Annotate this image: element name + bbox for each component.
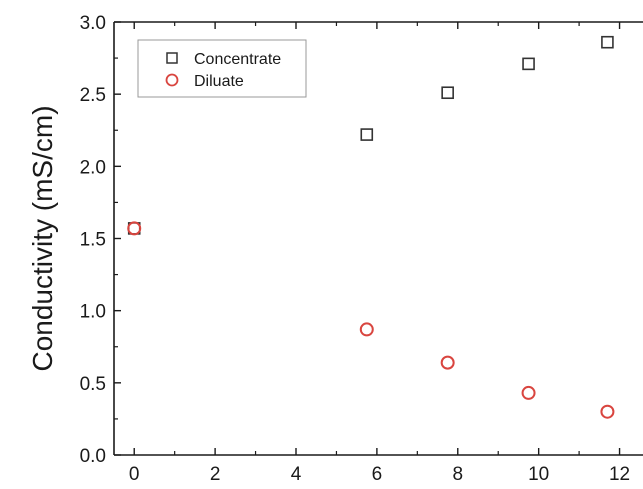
y-tick-label: 1.5 (80, 230, 106, 251)
y-tick-label: 2.5 (80, 85, 106, 106)
x-tick-label: 10 (528, 464, 549, 485)
legend-label: Concentrate (194, 51, 281, 68)
x-tick-label: 0 (129, 464, 140, 485)
legend: Concentrate Diluate (137, 39, 307, 98)
x-tick-label: 6 (372, 464, 383, 485)
diluate-point (440, 355, 455, 370)
legend-box (137, 39, 307, 98)
diluate-point (127, 221, 142, 236)
data-points (127, 35, 615, 419)
concentrate-point (522, 57, 535, 71)
concentrate-point (441, 86, 454, 100)
y-axis: 0.0 0.5 1.0 1.5 2.0 2.5 3.0 (80, 13, 121, 467)
y-tick-label: 0.0 (80, 446, 106, 467)
y-tick-label: 3.0 (80, 13, 106, 34)
y-tick-label: 0.5 (80, 374, 106, 395)
legend-label: Diluate (194, 73, 244, 90)
diluate-point (359, 322, 374, 337)
diluate-point (521, 385, 536, 400)
legend-square-icon (166, 52, 178, 64)
x-tick-label: 12 (609, 464, 630, 485)
legend-circle-icon (165, 73, 179, 87)
y-tick-label: 1.0 (80, 302, 106, 323)
concentrate-point (601, 35, 614, 49)
y-axis-title: Conductivity (mS/cm) (27, 105, 58, 371)
x-axis: 0 2 4 6 8 10 12 (129, 22, 630, 485)
diluate-point (600, 404, 615, 419)
x-tick-label: 8 (452, 464, 463, 485)
y-tick-label: 2.0 (80, 157, 106, 178)
x-tick-label: 2 (210, 464, 221, 485)
x-tick-label: 4 (291, 464, 302, 485)
concentrate-point (360, 128, 374, 141)
